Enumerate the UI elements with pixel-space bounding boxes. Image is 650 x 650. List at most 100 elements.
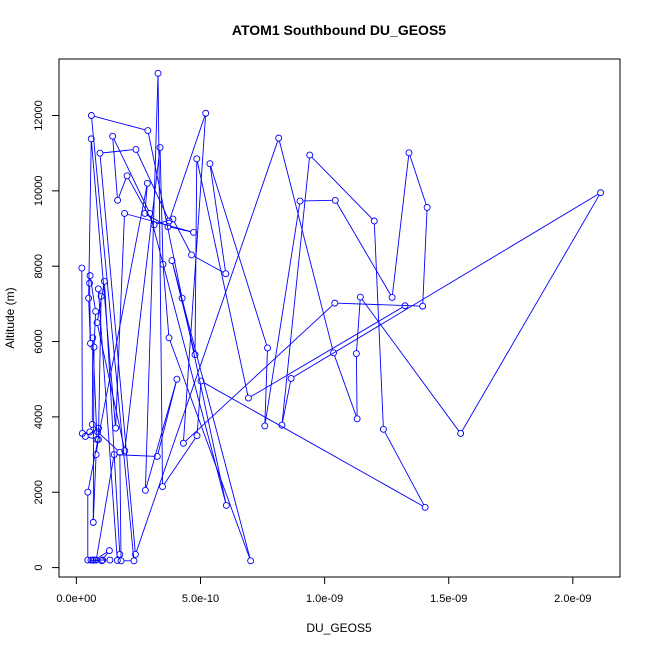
series-segment (461, 195, 600, 432)
data-point (95, 424, 102, 432)
data-point (141, 210, 149, 217)
data-point (423, 203, 431, 211)
series-segment (118, 178, 127, 198)
series-segment (144, 186, 148, 211)
data-point (202, 109, 210, 117)
data-point (94, 285, 102, 293)
data-point (86, 428, 94, 436)
data-point (87, 135, 95, 143)
series-segment (157, 382, 177, 454)
y-tick-label: 6000 (33, 329, 45, 353)
plot-frame (58, 58, 621, 578)
series-segment (361, 299, 460, 432)
data-point (84, 488, 92, 496)
data-point (179, 439, 187, 447)
data-point (92, 307, 100, 315)
data-point (173, 375, 181, 383)
data-point (222, 270, 230, 278)
x-tick-label: 2.0e-09 (554, 593, 591, 605)
data-point (88, 420, 96, 428)
series-segment (337, 302, 420, 307)
data-point (117, 557, 125, 565)
data-point (331, 196, 339, 204)
data-point (116, 550, 124, 558)
data-point (159, 483, 166, 491)
series-segment (102, 149, 134, 154)
data-point (457, 430, 465, 437)
series-segment (104, 284, 121, 552)
data-point (197, 377, 205, 385)
data-point (165, 334, 173, 342)
data-point (86, 279, 94, 287)
series-segment (136, 151, 169, 219)
series-segment (159, 150, 164, 262)
data-point (110, 451, 118, 459)
data-point (81, 433, 89, 440)
y-tick-label: 0 (33, 565, 45, 571)
series-segment (91, 118, 135, 558)
x-tick-label: 0.0e+00 (56, 593, 96, 605)
data-point (106, 556, 114, 564)
y-axis: 0 2000 4000 6000 8000 10000 12000 (33, 100, 60, 571)
series-segment (127, 213, 191, 232)
data-point (190, 228, 197, 236)
series-segment (173, 221, 191, 253)
data-point (132, 145, 140, 153)
data-point (99, 556, 107, 564)
data-point (353, 415, 361, 423)
data-point (356, 293, 364, 301)
x-tick-label: 5.0e-10 (182, 593, 219, 605)
series-segment (115, 216, 125, 426)
data-point (370, 217, 378, 225)
data-point (114, 196, 122, 204)
series-segment (169, 115, 206, 219)
series-segment (150, 216, 226, 503)
data-point (153, 452, 161, 460)
series-segment (293, 193, 599, 378)
data-point (97, 292, 105, 300)
data-point (401, 302, 409, 310)
series-segment (145, 381, 177, 488)
series-segment (96, 551, 108, 559)
series-segment (264, 203, 301, 424)
series-segment (193, 255, 224, 273)
series-segment (194, 161, 198, 352)
series-segment (373, 223, 384, 427)
series-segment (87, 186, 148, 490)
series-segment (93, 314, 96, 345)
data-point (105, 547, 113, 555)
data-point (121, 447, 129, 455)
series-points (78, 69, 605, 565)
data-point (193, 155, 201, 163)
data-point (87, 556, 95, 564)
data-point (87, 339, 94, 347)
data-point (92, 451, 100, 459)
data-point (109, 132, 117, 140)
series-segment (112, 139, 118, 198)
series-segment (92, 350, 95, 520)
data-point (388, 294, 396, 301)
data-point (150, 221, 158, 229)
data-point (168, 257, 176, 264)
data-point (278, 421, 286, 429)
data-point (419, 302, 427, 310)
data-point (188, 251, 196, 259)
data-point (193, 432, 201, 440)
data-point (94, 428, 102, 436)
data-point (87, 112, 95, 119)
data-point (84, 556, 92, 564)
series-segment (94, 115, 146, 131)
data-point (379, 425, 387, 433)
x-tick-label: 1.5e-09 (430, 593, 467, 605)
data-point (113, 556, 121, 564)
series-segment (334, 355, 357, 417)
data-point (156, 144, 164, 151)
series-segment (264, 350, 268, 423)
series-segment (145, 76, 159, 488)
y-tick-label: 4000 (33, 405, 45, 429)
series-segment (172, 263, 251, 559)
series-segment (148, 133, 182, 296)
series-segment (196, 384, 202, 433)
series-segment (336, 202, 391, 296)
series-segment (209, 166, 226, 271)
